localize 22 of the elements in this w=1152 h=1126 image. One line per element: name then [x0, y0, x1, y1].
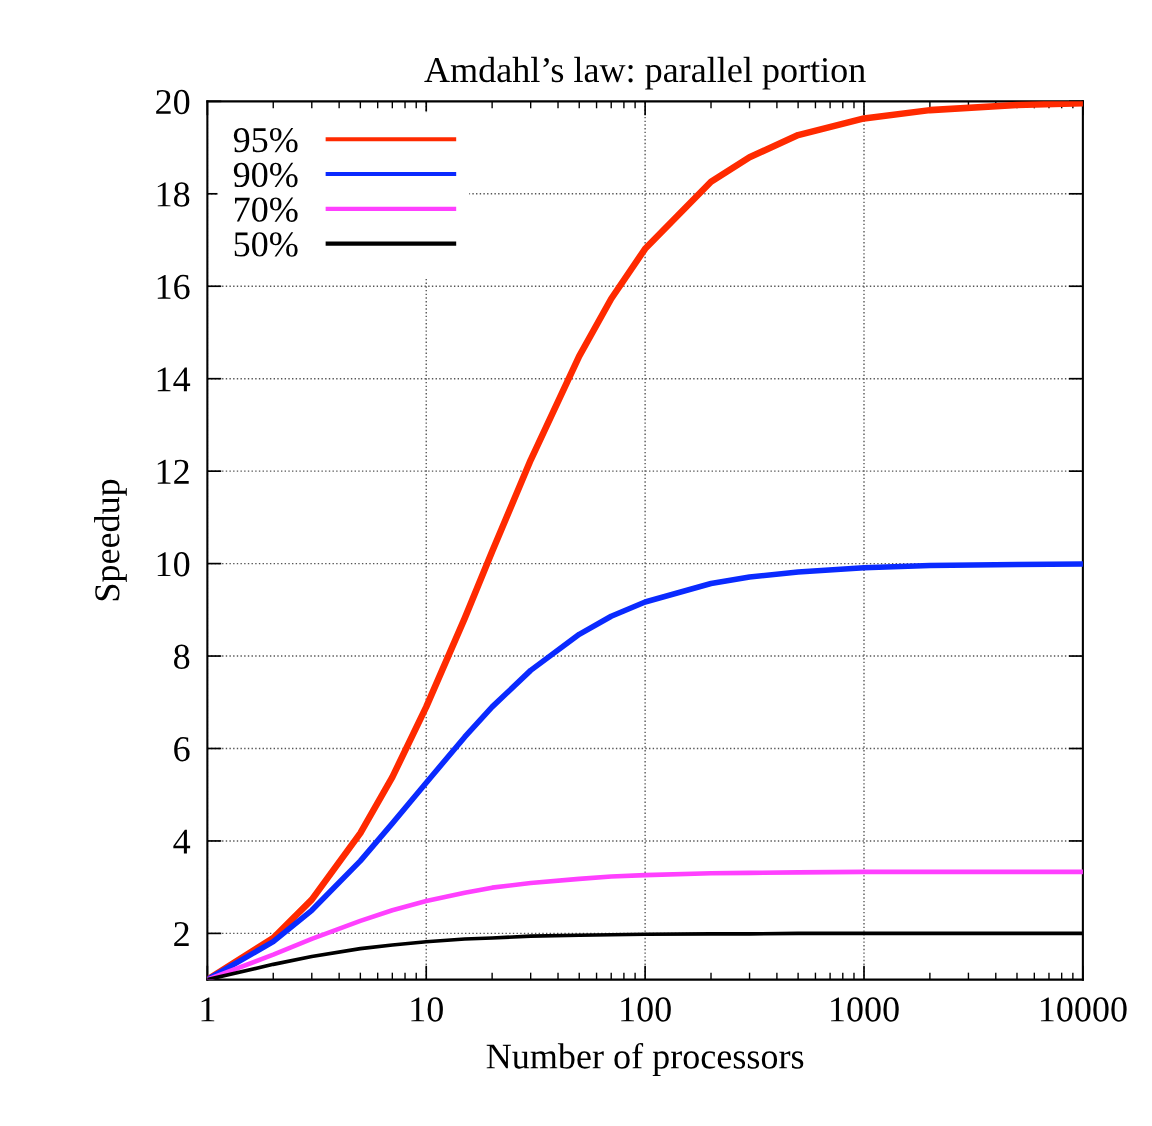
legend-label: 50% [234, 232, 298, 257]
x-axis-title: Number of processors [486, 1042, 804, 1077]
x-tick-label: 10000 [1040, 997, 1127, 1022]
x-tick-label: 10 [411, 997, 443, 1022]
y-tick-label: 16 [157, 274, 190, 300]
y-tick-label: 8 [174, 644, 190, 669]
y-tick-label: 6 [174, 737, 190, 762]
x-tick-label: 1000 [831, 997, 899, 1022]
chart-title: Amdahl’s law: parallel portion [424, 56, 866, 90]
y-tick-label: 2 [174, 922, 189, 946]
y-tick-label: 10 [157, 552, 190, 577]
y-tick-label: 14 [157, 367, 191, 392]
y-tick-label: 4 [173, 829, 191, 854]
y-axis-title: Speedup [94, 479, 127, 601]
x-tick-label: 1 [201, 997, 215, 1022]
legend-label: 70% [235, 197, 298, 222]
y-tick-label: 20 [156, 89, 190, 115]
x-tick-label: 100 [621, 997, 671, 1022]
y-tick-label: 12 [157, 459, 189, 484]
legend-label: 90% [233, 162, 298, 188]
legend-label: 95% [233, 127, 298, 153]
y-tick-label: 18 [157, 182, 190, 207]
